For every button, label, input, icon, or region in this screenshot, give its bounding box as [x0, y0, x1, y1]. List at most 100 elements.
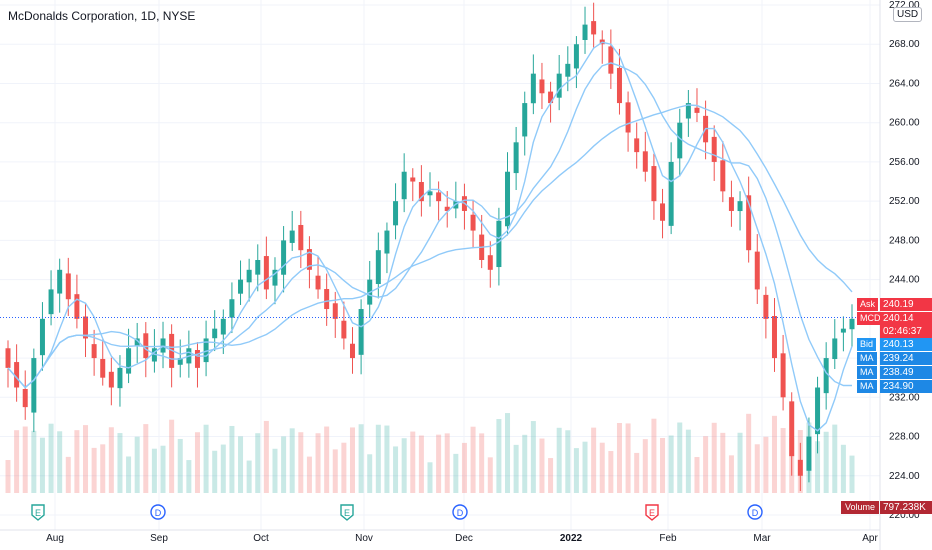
volume-bar: [238, 436, 244, 493]
candle-body: [823, 358, 829, 394]
bid-value: 240.13: [880, 338, 932, 351]
volume-bar: [771, 415, 777, 493]
y-tick-label: 244.00: [889, 275, 920, 286]
y-tick-label: 220.00: [889, 510, 920, 521]
candle-body: [39, 318, 45, 356]
candle-body: [436, 192, 442, 202]
volume-bar: [815, 441, 821, 493]
candle-body: [349, 343, 355, 359]
volume-bar: [651, 418, 657, 493]
volume-bar: [108, 427, 114, 493]
ma1-value: 239.24: [880, 352, 932, 365]
volume-bar: [39, 437, 45, 493]
candle-body: [177, 358, 183, 365]
volume-bar: [186, 460, 192, 493]
candle-body: [393, 201, 399, 226]
volume-bar: [91, 447, 97, 493]
x-tick-label: Sep: [150, 533, 168, 544]
volume-bar: [160, 445, 166, 493]
candle-body: [341, 320, 347, 339]
y-tick-label: 252.00: [889, 196, 920, 207]
volume-bar: [358, 424, 364, 493]
candle-body: [289, 230, 295, 243]
volume-bar: [349, 427, 355, 493]
volume-bar: [418, 435, 424, 493]
candle-body: [31, 358, 37, 413]
moving-average-line-2: [7, 62, 852, 389]
volume-bar: [281, 436, 287, 493]
volume-bar: [444, 433, 450, 493]
volume-bar: [22, 426, 28, 493]
dividend-marker: [150, 504, 166, 520]
symbol-title[interactable]: McDonalds Corporation, 1D, NYSE: [8, 9, 196, 23]
candle-body: [728, 197, 734, 211]
volume-bar: [660, 437, 666, 493]
volume-bar: [530, 421, 536, 493]
candle-body: [746, 195, 752, 251]
candle-body: [22, 389, 28, 408]
candle-body: [470, 214, 476, 231]
y-tick-label: 264.00: [889, 78, 920, 89]
y-tick-label: 228.00: [889, 432, 920, 443]
candle-body: [513, 142, 519, 174]
candle-body: [57, 269, 63, 294]
candle-body: [134, 338, 140, 347]
volume-bar: [31, 430, 37, 493]
volume-bar: [306, 456, 312, 493]
ask-value: 240.19: [880, 298, 932, 311]
x-tick-label: Oct: [253, 533, 269, 544]
ma2-value: 238.49: [880, 366, 932, 379]
volume-bar: [169, 419, 175, 493]
volume-bar: [194, 432, 200, 493]
volume-bar: [505, 413, 511, 493]
candle-body: [487, 255, 493, 270]
candle-body: [505, 171, 511, 227]
volume-bar: [151, 448, 157, 493]
volume-bar: [832, 424, 838, 493]
event-marker-label: E: [649, 508, 655, 518]
volume-bar: [677, 422, 683, 493]
volume-value: 797.238K: [880, 501, 932, 514]
candle-body: [582, 24, 588, 40]
volume-bar: [522, 434, 528, 493]
candle-body: [332, 303, 338, 319]
volume-bar: [573, 448, 579, 493]
volume-bar: [393, 446, 399, 493]
candle-body: [444, 206, 450, 211]
volume-bar: [789, 438, 795, 493]
volume-bar: [461, 442, 467, 493]
candle-body: [324, 289, 330, 310]
volume-bar: [754, 444, 760, 493]
candle-body: [573, 44, 579, 69]
volume-bar: [806, 422, 812, 493]
volume-bar: [384, 425, 390, 493]
volume-bar: [324, 426, 330, 493]
ma1-label: MA: [857, 352, 877, 365]
candle-body: [660, 203, 666, 221]
volume-bar: [642, 439, 648, 493]
volume-bar: [737, 432, 743, 493]
candle-body: [83, 316, 89, 339]
volume-bar: [746, 413, 752, 493]
candle-body: [108, 371, 114, 388]
volume-bar: [341, 442, 347, 493]
candle-body: [815, 387, 821, 435]
volume-bar: [246, 460, 252, 493]
candle-body: [651, 166, 657, 202]
event-marker-label: D: [155, 508, 162, 518]
x-tick-label: Mar: [753, 533, 771, 544]
volume-bar: [100, 444, 106, 493]
candle-body: [117, 367, 123, 389]
candle-body: [642, 151, 648, 172]
volume-bar: [332, 449, 338, 493]
volume-bar: [83, 425, 89, 493]
volume-bar: [565, 430, 571, 493]
candle-body: [763, 294, 769, 319]
candle-body: [74, 294, 80, 319]
volume-bar: [298, 432, 304, 493]
volume-bar: [126, 456, 132, 493]
ma3-label: MA: [857, 380, 877, 393]
volume-bar: [668, 435, 674, 493]
currency-label[interactable]: USD: [893, 7, 923, 22]
